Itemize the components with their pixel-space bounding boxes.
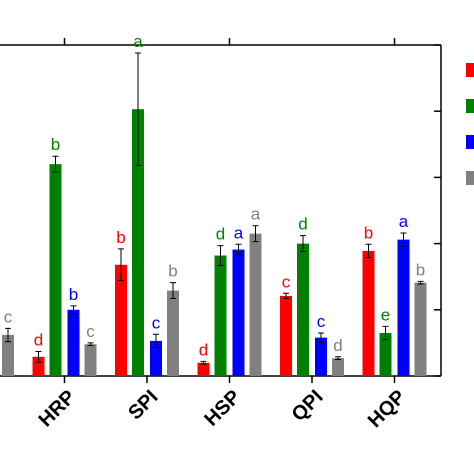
x-tick-label: HRP <box>35 386 80 431</box>
bar <box>315 337 327 376</box>
error-bar <box>335 356 341 360</box>
error-bar <box>87 342 94 347</box>
bar <box>332 358 344 376</box>
x-tick-label: HQP <box>364 386 410 432</box>
data-label: c <box>152 313 161 332</box>
bar <box>214 255 227 376</box>
error-bar <box>153 333 159 349</box>
legend-swatch <box>466 135 474 149</box>
legend-swatch <box>466 171 474 185</box>
x-tick-label: SPI <box>124 386 162 424</box>
error-bar <box>52 155 59 173</box>
bar <box>2 334 14 376</box>
bar <box>414 282 427 376</box>
data-label: b <box>116 228 125 247</box>
legend-swatch <box>466 63 474 77</box>
data-label: d <box>216 225 225 244</box>
error-bar <box>135 52 141 166</box>
error-bar <box>118 248 124 282</box>
error-bar <box>400 232 407 247</box>
bar <box>297 243 309 376</box>
data-label: c <box>282 272 291 291</box>
bar <box>379 332 392 376</box>
data-label: a <box>133 32 143 51</box>
error-bar <box>70 305 77 315</box>
data-label: e <box>381 305 390 324</box>
bar <box>280 295 292 376</box>
data-label: d <box>298 215 307 234</box>
bar <box>67 309 80 376</box>
data-label: b <box>69 285 78 304</box>
data-label: c <box>4 307 13 326</box>
error-bar <box>252 225 259 243</box>
x-tick-label: QPI <box>288 386 328 426</box>
data-label: b <box>416 260 425 279</box>
data-label: a <box>234 223 244 242</box>
data-label: a <box>251 205 261 224</box>
bar <box>197 362 210 376</box>
error-bar <box>300 235 306 253</box>
data-label: d <box>199 340 208 359</box>
data-label: b <box>168 262 177 281</box>
bar <box>397 239 410 376</box>
data-label: a <box>399 212 409 231</box>
bar <box>362 250 375 376</box>
error-bar <box>318 332 324 343</box>
data-label: b <box>51 135 60 154</box>
legend-swatch <box>466 99 474 113</box>
bar <box>132 109 144 377</box>
error-bar <box>35 351 42 363</box>
bar <box>115 264 127 376</box>
bar <box>249 233 262 376</box>
data-label: d <box>333 336 342 355</box>
bar <box>49 164 62 376</box>
error-bar <box>382 325 389 341</box>
error-bar <box>417 280 424 285</box>
data-label: c <box>317 312 326 331</box>
data-label: c <box>86 322 95 341</box>
error-bar <box>365 243 372 259</box>
data-label: b <box>364 223 373 242</box>
x-tick-label: HSP <box>200 386 245 431</box>
error-bar <box>235 243 242 256</box>
bar <box>167 290 179 376</box>
error-bar <box>170 282 176 300</box>
data-label: d <box>34 331 43 350</box>
bar <box>232 249 245 376</box>
bar <box>84 344 97 376</box>
error-bar <box>200 360 207 365</box>
error-bar <box>283 292 289 300</box>
bar <box>150 340 162 376</box>
error-bar <box>217 245 224 266</box>
error-bar <box>5 327 11 343</box>
